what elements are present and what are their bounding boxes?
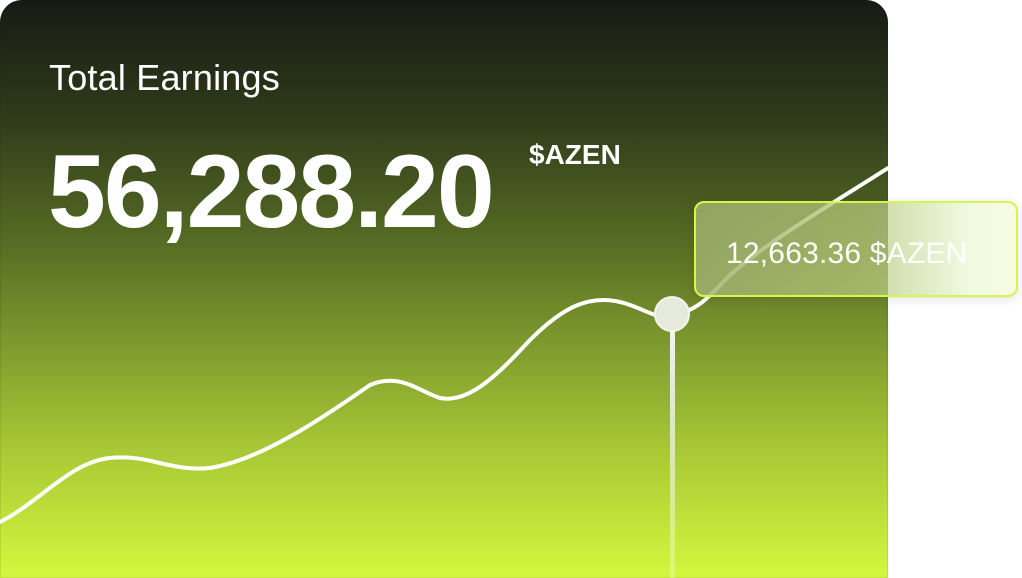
hover-guide-line — [670, 318, 675, 578]
tooltip-value: 12,663.36 $AZEN — [726, 237, 968, 270]
card-title: Total Earnings — [49, 57, 280, 98]
value-tooltip: 12,663.36 $AZEN — [694, 201, 1018, 297]
currency-label: $AZEN — [529, 139, 621, 170]
total-amount: 56,288.20 — [48, 134, 495, 250]
hover-point[interactable] — [654, 296, 690, 332]
